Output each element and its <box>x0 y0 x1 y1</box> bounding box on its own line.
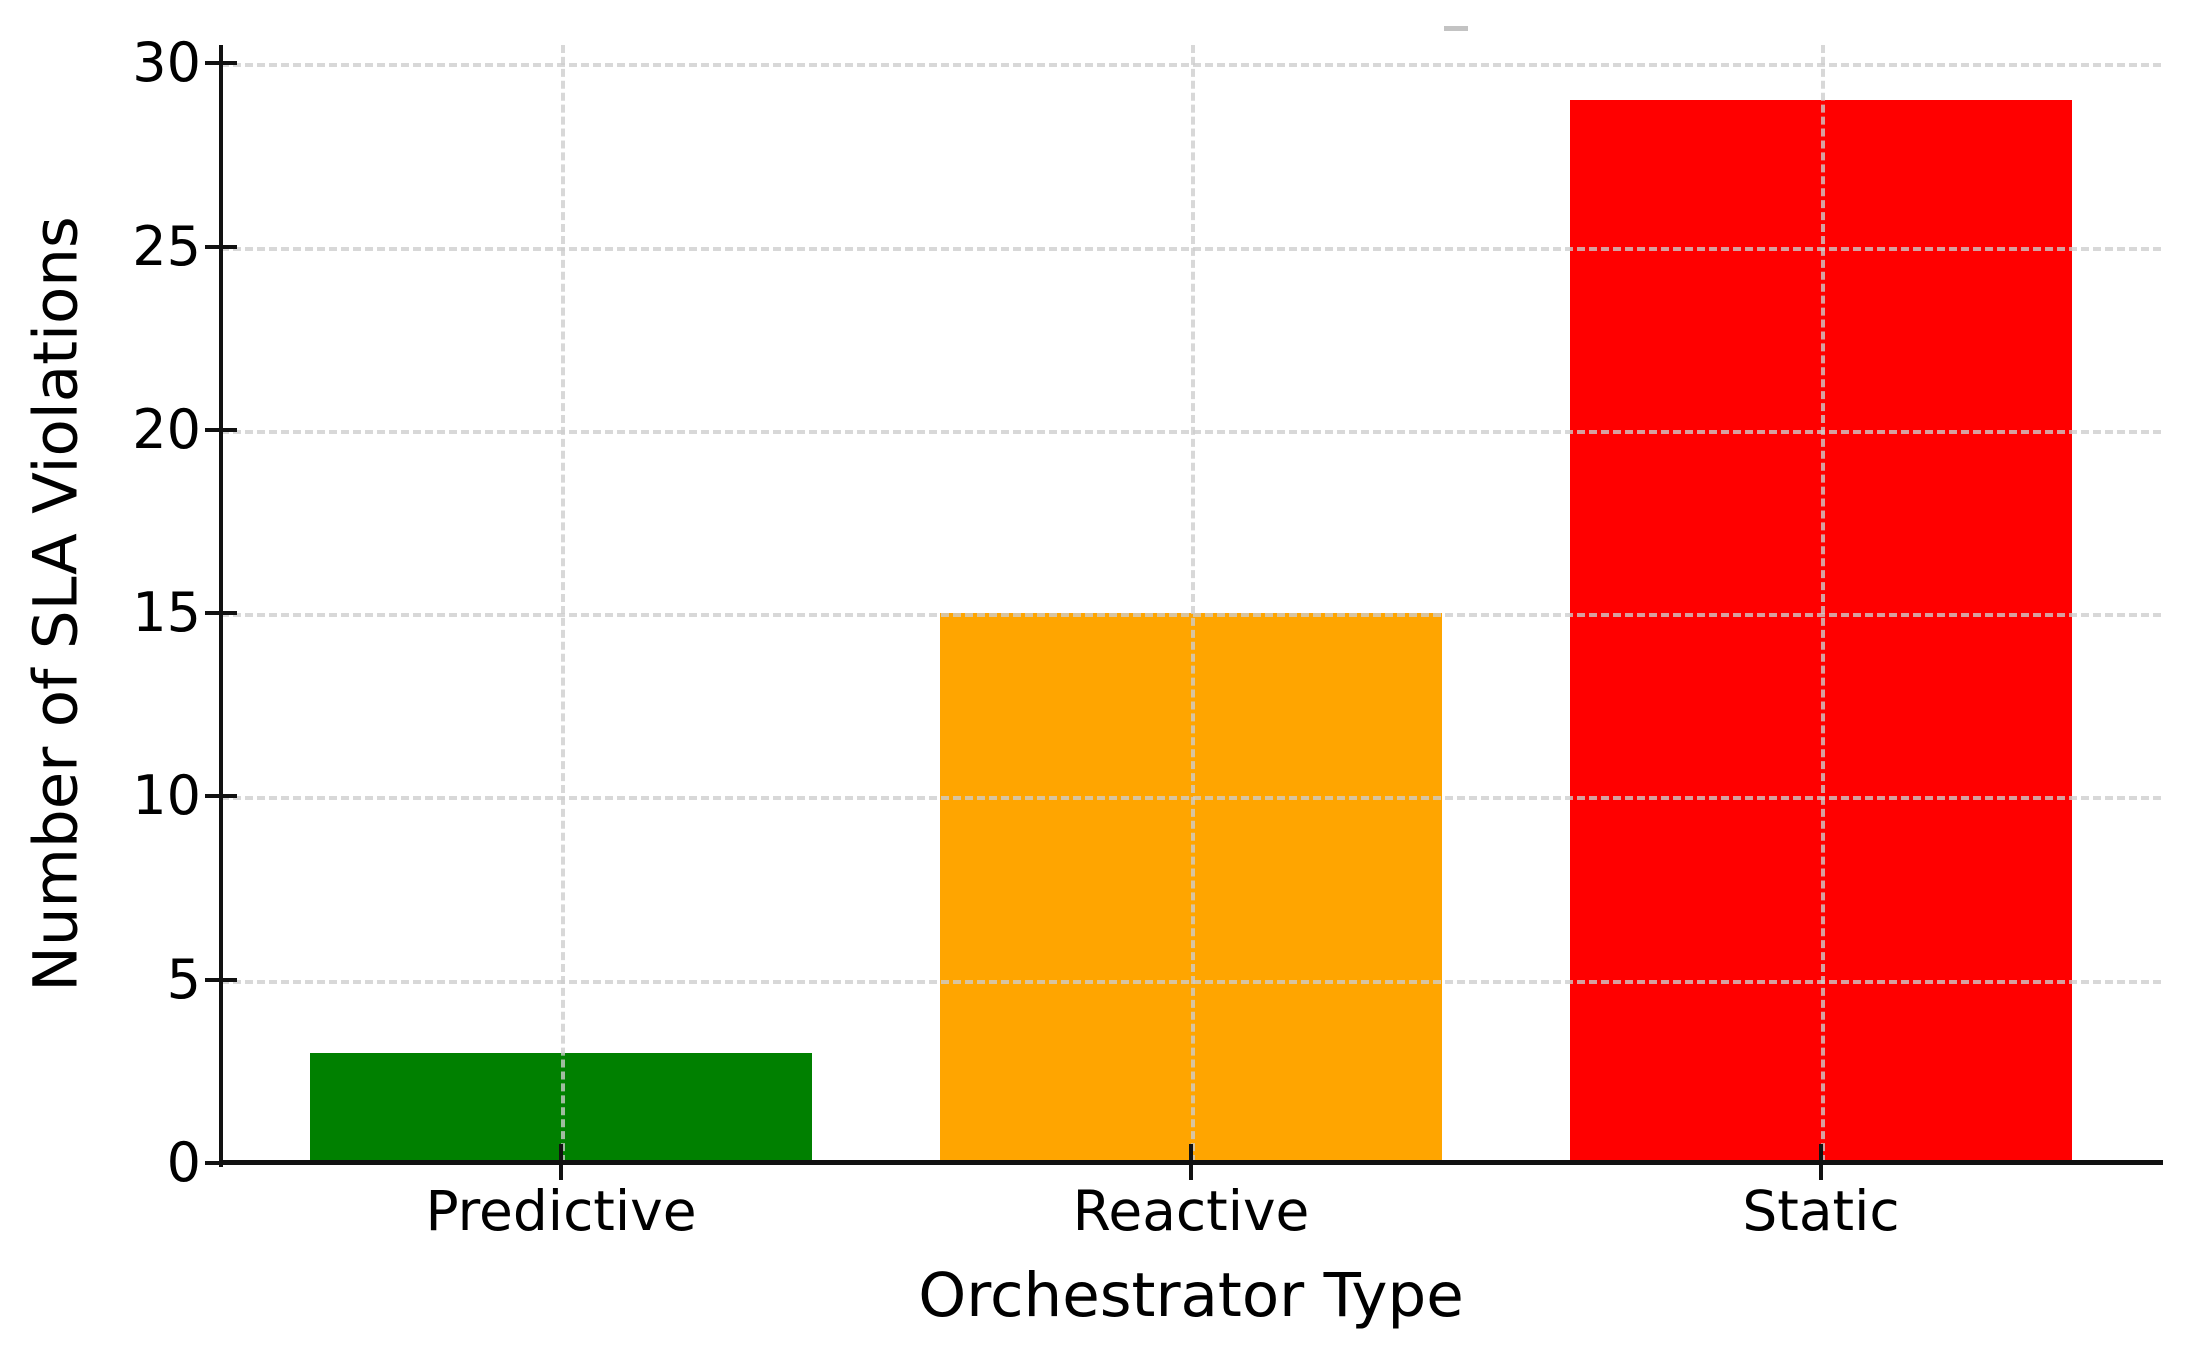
y-tick-label-15: 15 <box>132 581 201 645</box>
y-tick-mark-25 <box>205 244 237 249</box>
y-tick-mark-10 <box>205 794 237 799</box>
y-tick-label-5: 5 <box>166 947 201 1011</box>
v-gridline-predictive <box>561 45 565 1163</box>
y-tick-label-10: 10 <box>132 764 201 828</box>
y-axis-spine <box>219 45 223 1167</box>
x-tick-mark-reactive <box>1189 1144 1193 1180</box>
v-gridline-reactive <box>1191 45 1195 1163</box>
y-tick-label-20: 20 <box>132 397 201 461</box>
y-tick-mark-20 <box>205 427 237 432</box>
y-tick-mark-30 <box>205 61 237 66</box>
x-tick-mark-predictive <box>559 1144 563 1180</box>
x-tick-label-predictive: Predictive <box>425 1179 697 1243</box>
y-tick-label-0: 0 <box>166 1131 201 1194</box>
y-tick-mark-15 <box>205 611 237 616</box>
y-tick-label-30: 30 <box>132 31 201 95</box>
stray-gridline-dash-artifact <box>1444 26 1468 31</box>
y-tick-mark-0 <box>205 1161 237 1165</box>
x-axis-label: Orchestrator Type <box>918 1260 1464 1331</box>
y-tick-mark-5 <box>205 977 237 982</box>
y-tick-label-25: 25 <box>132 214 201 278</box>
x-tick-mark-static <box>1819 1144 1823 1180</box>
plot-area <box>221 45 2161 1163</box>
x-tick-label-reactive: Reactive <box>1072 1179 1310 1243</box>
x-tick-label-static: Static <box>1742 1179 1900 1243</box>
v-gridline-static <box>1821 45 1825 1163</box>
